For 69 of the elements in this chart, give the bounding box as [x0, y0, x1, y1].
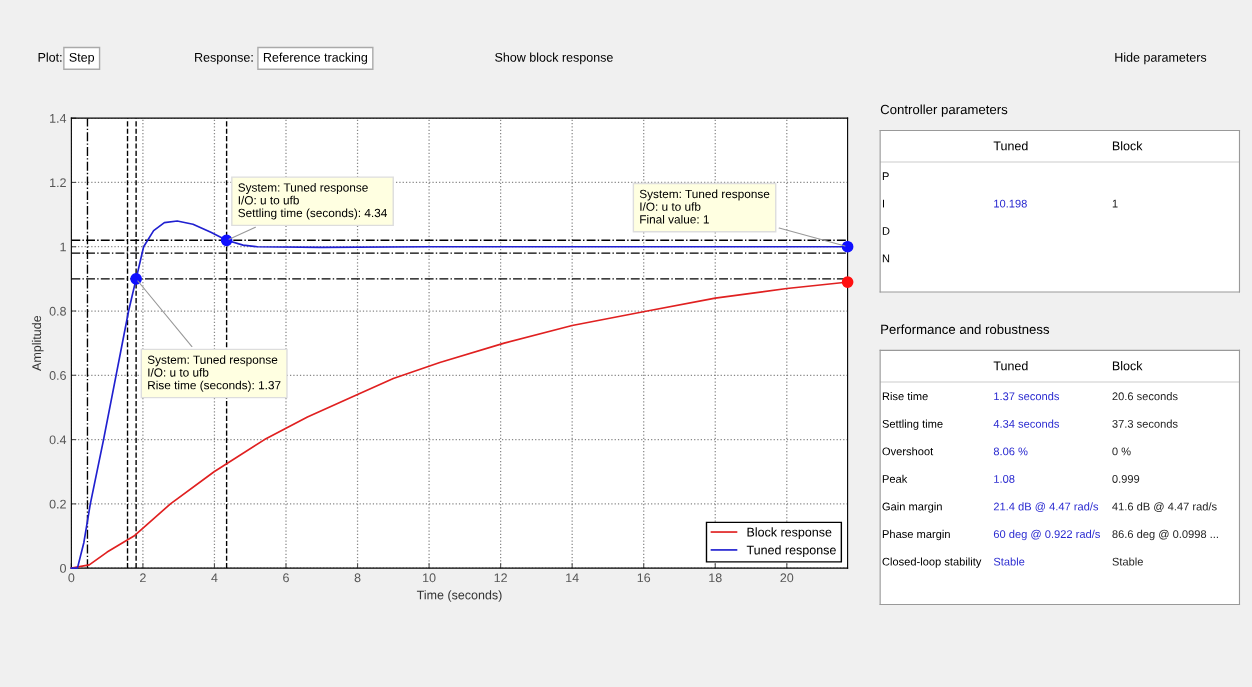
category-label: N: [882, 254, 890, 263]
text: 4.34 seconds: [993, 419, 1060, 428]
category-label: Block: [1112, 141, 1143, 151]
category-label: Rise time: [882, 392, 928, 401]
x-tick-label: 18: [709, 573, 722, 583]
text: 1: [1112, 199, 1118, 208]
y-tick-label: 0.4: [49, 435, 67, 445]
y-tick-label: 0: [60, 563, 67, 573]
text: 0 %: [1112, 447, 1131, 456]
text: 41.6 dB @ 4.47 rad/s: [1112, 502, 1217, 512]
y-axis-title: Amplitude: [31, 315, 44, 371]
category-label: Peak: [882, 474, 908, 483]
x-tick-label: 4: [211, 573, 218, 583]
category-label: P: [882, 172, 889, 181]
text: Plot:: [38, 52, 62, 62]
x-tick-label: 8: [354, 573, 361, 583]
text: Show block response: [495, 52, 613, 65]
category-label: I: [882, 199, 885, 208]
point: [130, 273, 142, 285]
text: Reference tracking: [263, 52, 368, 65]
text: Controller parameters: [880, 104, 1008, 117]
annotation: System: Tuned response I/O: u to ufb Rise time (seconds): 1.37: [147, 355, 281, 392]
text: 0.999: [1112, 475, 1140, 483]
x-tick-label: 14: [566, 573, 579, 583]
category-label: Gain margin: [882, 502, 942, 513]
text: Hide parameters: [1115, 52, 1207, 65]
y-tick-label: 0.8: [49, 306, 66, 316]
x-tick-label: 0: [68, 573, 75, 583]
x-tick-label: 12: [494, 573, 507, 583]
x-tick-label: 2: [140, 573, 146, 583]
text: Stable: [1112, 557, 1143, 566]
category-label: Block: [1112, 361, 1143, 371]
text: Performance and robustness: [881, 324, 1050, 335]
category-label: Closed-loop stability: [882, 557, 982, 568]
category-label: D: [882, 227, 890, 235]
text: Response:: [195, 53, 253, 65]
text: 20.6 seconds: [1112, 392, 1178, 401]
text: 1.08: [994, 475, 1015, 483]
legend-label: Tuned response: [746, 545, 836, 557]
point: [841, 276, 854, 288]
x-axis-title: Time (seconds): [416, 590, 502, 602]
x-tick-label: 16: [637, 573, 651, 583]
legend-label: Block response: [747, 527, 832, 539]
category-label: Tuned: [993, 361, 1028, 371]
point: [841, 240, 854, 253]
category-label: Settling time: [882, 419, 943, 430]
annotation: System: Tuned response I/O: u to ufb Settling time (seconds): 4.34: [238, 183, 387, 220]
text: Stable: [993, 557, 1025, 566]
text: 1.37 seconds: [994, 392, 1060, 401]
point: [220, 234, 233, 247]
text: 21.4 dB @ 4.47 rad/s: [993, 502, 1099, 512]
y-tick-label: 0.6: [49, 371, 66, 380]
y-tick-label: 1.2: [50, 178, 66, 187]
x-tick-label: 6: [283, 573, 289, 583]
text: 86.6 deg @ 0.0998 ...: [1112, 529, 1218, 541]
text: 37.3 seconds: [1112, 419, 1178, 428]
y-tick-label: 1.4: [50, 114, 67, 123]
category-label: Overshoot: [882, 447, 934, 456]
text: 8.06 %: [993, 447, 1028, 456]
annotation: System: Tuned response I/O: u to ufb Final value: 1: [639, 189, 770, 224]
text: Step: [69, 52, 95, 65]
x-tick-label: 20: [780, 573, 794, 583]
category-label: Tuned: [993, 141, 1028, 151]
y-tick-label: 0.2: [49, 499, 66, 509]
y-tick-label: 1: [60, 242, 66, 252]
text: 10.198: [994, 199, 1027, 208]
text: 60 deg @ 0.922 rad/s: [993, 529, 1100, 541]
x-tick-label: 10: [423, 573, 436, 583]
category-label: Phase margin: [882, 529, 950, 541]
